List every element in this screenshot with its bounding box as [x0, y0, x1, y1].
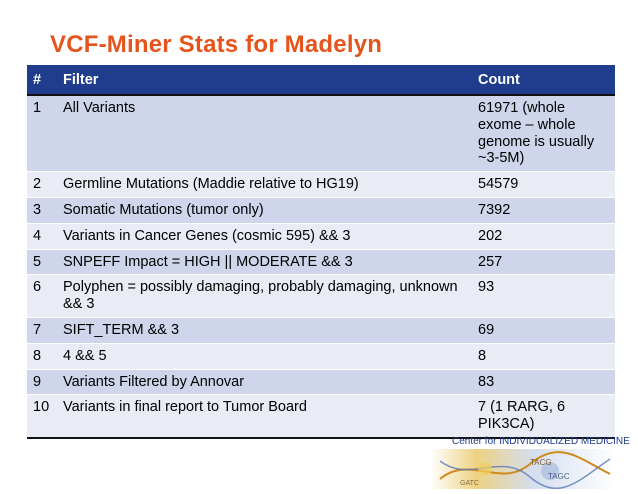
table-row: 5 SNPEFF Impact = HIGH || MODERATE && 3 … [27, 248, 615, 275]
row-number: 10 [27, 394, 54, 439]
row-count: 69 [472, 316, 615, 344]
row-filter: 4 && 5 [54, 342, 472, 370]
table-row: 3 Somatic Mutations (tumor only) 7392 [27, 196, 615, 224]
row-count: 54579 [472, 171, 615, 198]
row-filter: Variants Filtered by Annovar [54, 368, 472, 395]
row-count: 83 [472, 368, 615, 395]
row-number: 9 [27, 368, 54, 395]
table-row: 9 Variants Filtered by Annovar 83 [27, 368, 615, 395]
row-count: 202 [472, 222, 615, 250]
row-filter: Polyphen = possibly damaging, probably d… [54, 274, 472, 318]
row-count: 7 (1 RARG, 6 PIK3CA) [472, 394, 615, 439]
stats-table: # Filter Count 1 All Variants 61971 (who… [27, 65, 615, 439]
row-filter: All Variants [54, 94, 472, 172]
dna-sequence-art-icon: TACG TAGC GATC [430, 449, 616, 494]
row-filter: Germline Mutations (Maddie relative to H… [54, 171, 472, 198]
table-header-row: # Filter Count [27, 65, 615, 96]
row-number: 3 [27, 196, 54, 224]
svg-text:TACG: TACG [530, 458, 552, 467]
row-number: 1 [27, 94, 54, 172]
row-filter: Variants in Cancer Genes (cosmic 595) &&… [54, 222, 472, 250]
row-filter: SIFT_TERM && 3 [54, 316, 472, 344]
row-count: 61971 (whole exome – whole genome is usu… [472, 94, 615, 172]
row-number: 5 [27, 248, 54, 275]
svg-text:TAGC: TAGC [548, 472, 570, 481]
row-number: 7 [27, 316, 54, 344]
row-number: 2 [27, 171, 54, 198]
row-count: 7392 [472, 196, 615, 224]
row-number: 6 [27, 274, 54, 318]
row-number: 8 [27, 342, 54, 370]
column-header-count: Count [472, 65, 615, 96]
table-row: 6 Polyphen = possibly damaging, probably… [27, 274, 615, 318]
row-filter: SNPEFF Impact = HIGH || MODERATE && 3 [54, 248, 472, 275]
slide-title: VCF-Miner Stats for Madelyn [50, 31, 383, 58]
table-row: 7 SIFT_TERM && 3 69 [27, 316, 615, 344]
svg-text:GATC: GATC [460, 480, 479, 487]
table-row: 2 Germline Mutations (Maddie relative to… [27, 171, 615, 198]
column-header-number: # [27, 65, 54, 96]
row-number: 4 [27, 222, 54, 250]
table-row: 1 All Variants 61971 (whole exome – whol… [27, 94, 615, 172]
row-count: 93 [472, 274, 615, 318]
row-filter: Variants in final report to Tumor Board [54, 394, 472, 439]
table-row: 4 Variants in Cancer Genes (cosmic 595) … [27, 222, 615, 250]
row-count: 8 [472, 342, 615, 370]
row-filter: Somatic Mutations (tumor only) [54, 196, 472, 224]
row-count: 257 [472, 248, 615, 275]
center-logo-text: Center for INDIVIDUALIZED MEDICINE [452, 436, 630, 447]
table-row: 8 4 && 5 8 [27, 342, 615, 370]
table-row: 10 Variants in final report to Tumor Boa… [27, 394, 615, 439]
column-header-filter: Filter [54, 65, 472, 96]
